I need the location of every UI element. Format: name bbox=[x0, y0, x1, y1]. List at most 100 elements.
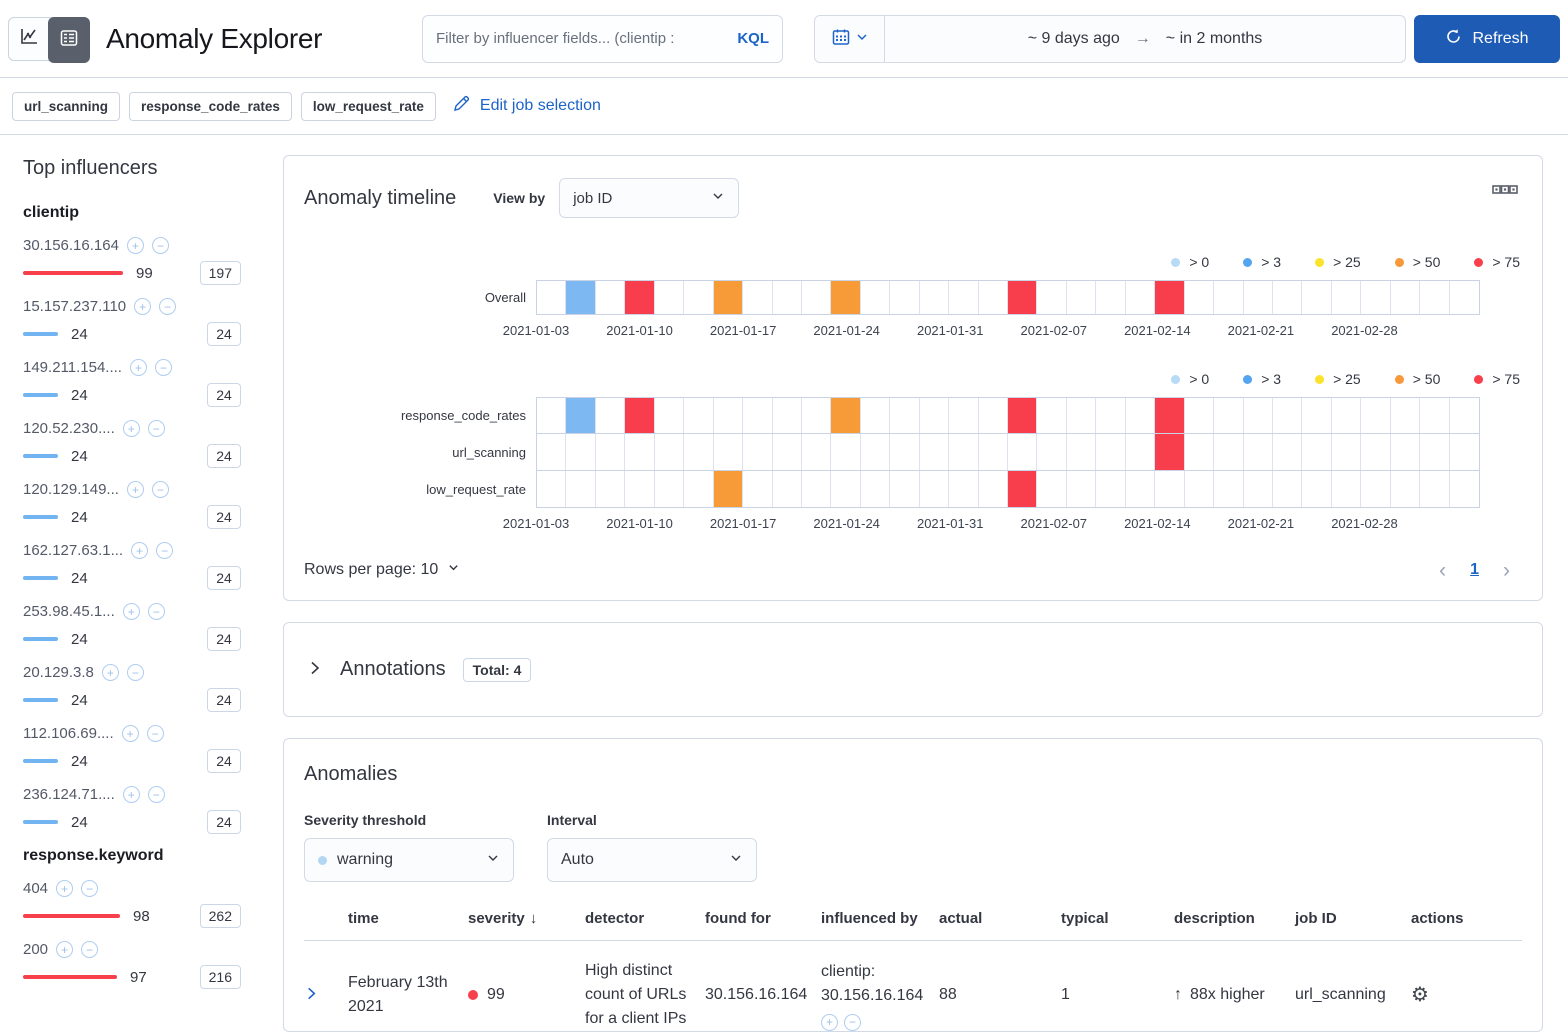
remove-filter-icon[interactable]: − bbox=[159, 298, 177, 315]
edit-job-selection-link[interactable]: Edit job selection bbox=[453, 95, 601, 117]
swimlane-cell bbox=[979, 398, 1008, 433]
add-filter-icon[interactable]: + bbox=[821, 1013, 838, 1031]
influencer-score-row: 24 24 bbox=[23, 444, 241, 468]
influencer-filter-input[interactable]: Filter by influencer fields... (clientip… bbox=[422, 14, 783, 63]
remove-filter-icon[interactable]: − bbox=[154, 359, 172, 376]
swimlane-cell-anomaly[interactable] bbox=[566, 398, 596, 433]
add-filter-icon[interactable]: + bbox=[134, 298, 152, 315]
remove-filter-icon[interactable]: − bbox=[81, 941, 99, 958]
swimlane-cell-anomaly[interactable] bbox=[713, 281, 744, 314]
swimlane-cell bbox=[949, 398, 979, 433]
legend-item: > 25 bbox=[1315, 371, 1361, 387]
remove-filter-icon[interactable]: − bbox=[151, 481, 169, 498]
influencer-name: 149.211.154.... bbox=[23, 359, 122, 376]
swimlane-cell bbox=[1273, 398, 1303, 433]
swimlane-cell-anomaly[interactable] bbox=[1155, 398, 1185, 433]
add-filter-icon[interactable]: + bbox=[56, 880, 74, 897]
interval-select[interactable]: Auto bbox=[547, 838, 757, 882]
swimlane-cell-anomaly[interactable] bbox=[1008, 281, 1038, 314]
remove-filter-icon[interactable]: − bbox=[146, 725, 164, 742]
row-expand-button[interactable] bbox=[304, 986, 319, 1004]
influencer-max-score: 24 bbox=[71, 447, 88, 465]
swimlane-cell-anomaly[interactable] bbox=[1155, 281, 1185, 314]
previous-page-icon[interactable]: ‹ bbox=[1439, 558, 1447, 582]
rows-per-page-select[interactable]: Rows per page: 10 bbox=[304, 561, 460, 579]
remove-filter-icon[interactable]: − bbox=[147, 786, 165, 803]
refresh-button[interactable]: Refresh bbox=[1414, 14, 1560, 63]
column-header-description[interactable]: description bbox=[1174, 910, 1255, 927]
add-filter-icon[interactable]: + bbox=[126, 237, 144, 254]
panel-options-icon[interactable] bbox=[1488, 178, 1522, 204]
add-filter-icon[interactable]: + bbox=[56, 941, 74, 958]
add-filter-icon[interactable]: + bbox=[129, 359, 147, 376]
swimlane-cell-anomaly[interactable] bbox=[625, 398, 655, 433]
swimlane-cell-anomaly[interactable] bbox=[1008, 471, 1038, 507]
remove-filter-icon[interactable]: − bbox=[151, 237, 169, 254]
anomaly-time: February 13th 2021 bbox=[348, 974, 448, 1015]
swimlane-cell-anomaly[interactable] bbox=[566, 281, 596, 314]
anomalies-table: time severity ↓ detector found for influe… bbox=[304, 902, 1522, 1031]
chevron-down-icon bbox=[856, 31, 868, 46]
time-range-end[interactable]: ~ in 2 months bbox=[1165, 29, 1263, 47]
add-filter-icon[interactable]: + bbox=[126, 481, 144, 498]
anomaly-explorer-toggle-button[interactable] bbox=[48, 16, 90, 63]
swimlane-cell bbox=[1185, 398, 1215, 433]
swimlane-cell bbox=[920, 281, 950, 314]
next-page-icon[interactable]: › bbox=[1503, 558, 1510, 582]
influencer-max-score: 98 bbox=[133, 907, 150, 925]
interval-control: Interval Auto bbox=[547, 812, 757, 882]
swimlane-cell-anomaly[interactable] bbox=[713, 471, 744, 507]
add-filter-icon[interactable]: + bbox=[131, 542, 149, 559]
swimlane-cell bbox=[655, 281, 685, 314]
remove-filter-icon[interactable]: − bbox=[81, 880, 99, 897]
add-filter-icon[interactable]: + bbox=[121, 725, 139, 742]
remove-filter-icon[interactable]: − bbox=[126, 664, 144, 681]
timeline-date-label: 2021-01-31 bbox=[916, 516, 984, 531]
remove-filter-icon[interactable]: − bbox=[156, 542, 174, 559]
page-number[interactable]: 1 bbox=[1470, 561, 1479, 578]
swimlane-cell-anomaly[interactable] bbox=[1155, 434, 1185, 470]
time-range-start[interactable]: ~ 9 days ago bbox=[1027, 29, 1120, 47]
annotations-expand-button[interactable] bbox=[307, 660, 323, 679]
column-header-influenced-by[interactable]: influenced by bbox=[821, 910, 918, 927]
single-metric-viewer-button[interactable] bbox=[9, 18, 49, 60]
column-header-typical[interactable]: typical bbox=[1061, 910, 1109, 927]
add-filter-icon[interactable]: + bbox=[122, 603, 140, 620]
swimlane-cell bbox=[1244, 434, 1273, 470]
date-picker-calendar-button[interactable] bbox=[815, 15, 885, 62]
column-header-actual[interactable]: actual bbox=[939, 910, 983, 927]
swimlane-cell bbox=[1420, 471, 1450, 507]
swimlane-cell bbox=[1273, 471, 1303, 507]
influencer-name: 20.129.3.8 bbox=[23, 664, 94, 681]
view-by-select[interactable]: job ID bbox=[559, 178, 740, 218]
column-header-detector[interactable]: detector bbox=[585, 910, 645, 927]
row-actions-gear-icon[interactable]: ⚙ bbox=[1411, 984, 1429, 1006]
swimlane-cell bbox=[1126, 281, 1156, 314]
influencer-name-row: 120.52.230.... + − bbox=[23, 420, 241, 437]
remove-filter-icon[interactable]: − bbox=[844, 1013, 861, 1031]
influencer-max-score: 24 bbox=[71, 630, 88, 648]
severity-threshold-select[interactable]: warning bbox=[304, 838, 514, 882]
add-filter-icon[interactable]: + bbox=[122, 420, 140, 437]
legend-item: > 0 bbox=[1171, 254, 1209, 270]
remove-filter-icon[interactable]: − bbox=[147, 420, 165, 437]
swimlane-cell-anomaly[interactable] bbox=[831, 281, 861, 314]
add-filter-icon[interactable]: + bbox=[101, 664, 119, 681]
remove-filter-icon[interactable]: − bbox=[147, 603, 165, 620]
kql-syntax-button[interactable]: KQL bbox=[737, 30, 769, 47]
add-filter-icon[interactable]: + bbox=[122, 786, 140, 803]
column-header-found-for[interactable]: found for bbox=[705, 910, 771, 927]
timeline-date-label: 2021-02-21 bbox=[1227, 516, 1295, 531]
swimlane-cell bbox=[1067, 471, 1097, 507]
swimlane-cell-anomaly[interactable] bbox=[1008, 398, 1038, 433]
influencer-score-row: 24 24 bbox=[23, 566, 241, 590]
column-header-severity[interactable]: severity ↓ bbox=[468, 910, 538, 927]
swimlane-cell-anomaly[interactable] bbox=[625, 281, 655, 314]
influencer-name-row: 20.129.3.8 + − bbox=[23, 664, 241, 681]
column-header-time[interactable]: time bbox=[348, 910, 379, 927]
column-header-job-id[interactable]: job ID bbox=[1295, 910, 1337, 927]
swimlane-cell-anomaly[interactable] bbox=[831, 398, 861, 433]
legend-dot bbox=[1315, 374, 1325, 384]
swimlane-cell bbox=[920, 398, 950, 433]
legend-label: > 50 bbox=[1412, 371, 1441, 387]
